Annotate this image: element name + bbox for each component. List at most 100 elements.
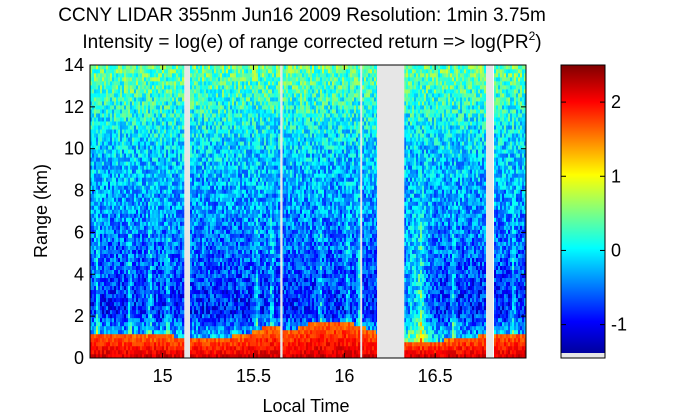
- heatmap-cell: [162, 153, 165, 158]
- heatmap-cell: [102, 133, 105, 138]
- heatmap-cell: [170, 209, 173, 214]
- heatmap-cell: [118, 329, 121, 335]
- heatmap-cell: [132, 109, 135, 114]
- heatmap-cell: [214, 293, 217, 299]
- heatmap-cell: [158, 125, 161, 130]
- heatmap-cell: [120, 141, 123, 146]
- heatmap-cell: [90, 97, 93, 102]
- heatmap-cell: [162, 209, 165, 214]
- heatmap-cell: [178, 185, 181, 190]
- heatmap-cell: [146, 133, 149, 138]
- heatmap-cell: [150, 309, 153, 315]
- heatmap-cell: [176, 289, 179, 295]
- heatmap-cell: [134, 293, 137, 299]
- heatmap-cell: [196, 245, 199, 250]
- heatmap-cell: [170, 269, 173, 275]
- heatmap-cell: [194, 153, 197, 158]
- heatmap-cell: [148, 149, 151, 154]
- heatmap-cell: [222, 173, 225, 178]
- heatmap-cell: [182, 341, 185, 347]
- heatmap-cell: [116, 297, 119, 303]
- heatmap-cell: [162, 213, 165, 218]
- heatmap-cell: [200, 173, 203, 178]
- heatmap-cell: [196, 133, 199, 138]
- heatmap-cell: [132, 217, 135, 222]
- heatmap-cell: [96, 353, 99, 358]
- heatmap-cell: [96, 285, 99, 291]
- heatmap-cell: [140, 277, 143, 283]
- heatmap-cell: [150, 113, 153, 118]
- heatmap-cell: [134, 349, 137, 355]
- heatmap-cell: [130, 333, 133, 339]
- heatmap-cell: [192, 177, 195, 182]
- heatmap-cell: [170, 329, 173, 335]
- heatmap-cell: [150, 265, 153, 270]
- heatmap-cell: [198, 249, 201, 254]
- heatmap-cell: [148, 341, 151, 347]
- heatmap-cell: [210, 209, 213, 214]
- heatmap-cell: [214, 141, 217, 146]
- heatmap-cell: [120, 121, 123, 126]
- heatmap-cell: [106, 321, 109, 327]
- heatmap-cell: [168, 345, 171, 351]
- heatmap-cell: [200, 133, 203, 138]
- heatmap-cell: [106, 153, 109, 158]
- heatmap-cell: [176, 317, 179, 323]
- heatmap-cell: [100, 109, 103, 114]
- heatmap-cell: [178, 333, 181, 339]
- heatmap-cell: [194, 269, 197, 275]
- heatmap-cell: [220, 241, 223, 246]
- heatmap-cell: [96, 81, 99, 86]
- heatmap-cell: [192, 253, 195, 258]
- heatmap-cell: [230, 233, 233, 238]
- heatmap-cell: [136, 113, 139, 118]
- heatmap-cell: [180, 309, 183, 315]
- heatmap-cell: [164, 181, 167, 186]
- heatmap-cell: [100, 125, 103, 130]
- heatmap-cell: [148, 233, 151, 238]
- heatmap-cell: [100, 213, 103, 218]
- heatmap-cell: [220, 117, 223, 122]
- heatmap-cell: [90, 69, 93, 74]
- heatmap-cell: [140, 317, 143, 323]
- heatmap-cell: [106, 253, 109, 258]
- heatmap-cell: [146, 317, 149, 323]
- heatmap-cell: [226, 177, 229, 182]
- heatmap-cell: [220, 161, 223, 166]
- heatmap-cell: [106, 309, 109, 315]
- heatmap-cell: [208, 193, 211, 198]
- heatmap-cell: [176, 257, 179, 262]
- heatmap-cell: [144, 165, 147, 170]
- heatmap-cell: [116, 125, 119, 130]
- heatmap-cell: [218, 249, 221, 254]
- heatmap-cell: [140, 129, 143, 134]
- heatmap-cell: [104, 349, 107, 355]
- heatmap-cell: [142, 117, 145, 122]
- heatmap-cell: [160, 333, 163, 339]
- heatmap-cell: [196, 177, 199, 182]
- heatmap-cell: [120, 85, 123, 90]
- heatmap-cell: [220, 293, 223, 299]
- heatmap-cell: [118, 109, 121, 114]
- heatmap-cell: [192, 349, 195, 355]
- heatmap-cell: [218, 133, 221, 138]
- heatmap-cell: [104, 93, 107, 98]
- heatmap-cell: [168, 205, 171, 210]
- heatmap-cell: [104, 69, 107, 74]
- heatmap-cell: [224, 317, 227, 323]
- heatmap-cell: [146, 345, 149, 351]
- heatmap-cell: [158, 173, 161, 178]
- heatmap-cell: [112, 121, 115, 126]
- heatmap-cell: [198, 277, 201, 283]
- heatmap-cell: [196, 185, 199, 190]
- heatmap-cell: [208, 153, 211, 158]
- heatmap-cell: [96, 269, 99, 275]
- chart-subtitle: Intensity = log(e) of range corrected re…: [82, 29, 541, 53]
- heatmap-cell: [110, 89, 113, 94]
- heatmap-cell: [204, 241, 207, 246]
- heatmap-cell: [224, 297, 227, 303]
- heatmap-cell: [138, 241, 141, 246]
- heatmap-cell: [170, 245, 173, 250]
- heatmap-cell: [104, 337, 107, 343]
- heatmap-cell: [192, 225, 195, 230]
